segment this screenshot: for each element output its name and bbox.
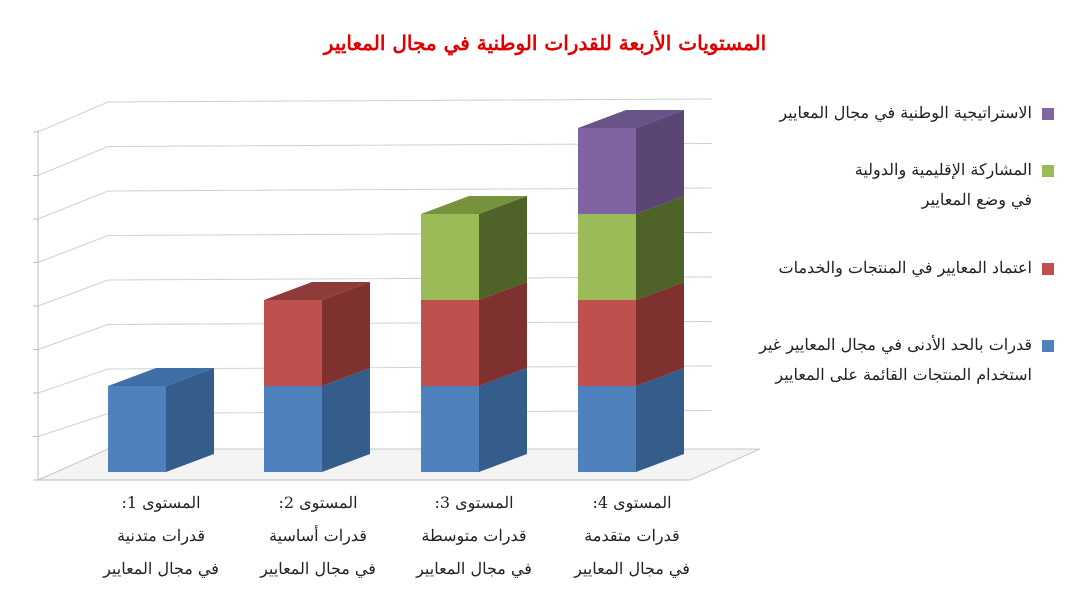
category-label-4-line-2: قدرات متقدمة <box>584 526 679 545</box>
legend-swatch <box>1042 108 1054 120</box>
legend-item-2: اعتماد المعايير في المنتجات والخدمات <box>779 258 1054 277</box>
legend-label: اعتماد المعايير في المنتجات والخدمات <box>779 258 1032 277</box>
category-label-3-line-3: في مجال المعايير <box>415 559 532 578</box>
legend-label: قدرات بالحد الأدنى في مجال المعايير غير <box>758 335 1032 354</box>
gridline <box>37 143 713 176</box>
category-label-1-line-1: المستوى 1: <box>121 493 200 512</box>
legend-item-4: الاستراتيجية الوطنية في مجال المعايير <box>778 103 1054 122</box>
bar-segment-c3-s2 <box>421 282 527 386</box>
category-labels: المستوى 1: قدرات متدنية في مجال المعايير ال… <box>102 493 690 578</box>
bar-segment-c4-s4 <box>578 110 684 214</box>
category-label-4-line-1: المستوى 4: <box>592 493 671 512</box>
category-label-1-line-3: في مجال المعايير <box>102 559 219 578</box>
legend-swatch <box>1042 340 1054 352</box>
bar-segment-c4-s2 <box>578 282 684 386</box>
bar-segment-c2-s2 <box>264 282 370 386</box>
bar-segment-c3-s3 <box>421 196 527 300</box>
bar-segment-c3-s1 <box>421 368 527 472</box>
bars <box>108 110 684 472</box>
legend-label: في وضع المعايير <box>921 190 1032 209</box>
category-label-3-line-2: قدرات متوسطة <box>421 526 526 545</box>
legend-item-3: المشاركة الإقليمية والدولية في وضع المعاي… <box>855 160 1054 209</box>
legend-swatch <box>1042 165 1054 177</box>
gridline <box>37 98 713 133</box>
category-label-1-line-2: قدرات متدنية <box>117 526 205 545</box>
category-label-3-line-1: المستوى 3: <box>434 493 513 512</box>
legend-label: الاستراتيجية الوطنية في مجال المعايير <box>778 103 1032 122</box>
legend: الاستراتيجية الوطنية في مجال المعايير الم… <box>758 103 1054 384</box>
chart-title: المستويات الأربعة للقدرات الوطنية في مجا… <box>322 30 766 56</box>
bar-segment-c4-s3 <box>578 196 684 300</box>
category-label-2-line-3: في مجال المعايير <box>259 559 376 578</box>
legend-label: استخدام المنتجات القائمة على المعايير <box>774 365 1032 384</box>
legend-item-1: قدرات بالحد الأدنى في مجال المعايير غير ا… <box>758 335 1054 384</box>
category-label-2-line-1: المستوى 2: <box>278 493 357 512</box>
category-label-4-line-3: في مجال المعايير <box>573 559 690 578</box>
gridline <box>37 187 713 220</box>
bar-segment-c2-s1 <box>264 368 370 472</box>
category-label-2-line-2: قدرات أساسية <box>269 525 367 545</box>
bar-segment-c1-s1 <box>108 368 214 472</box>
legend-swatch <box>1042 263 1054 275</box>
legend-label: المشاركة الإقليمية والدولية <box>855 160 1032 179</box>
bar-segment-c4-s1 <box>578 368 684 472</box>
